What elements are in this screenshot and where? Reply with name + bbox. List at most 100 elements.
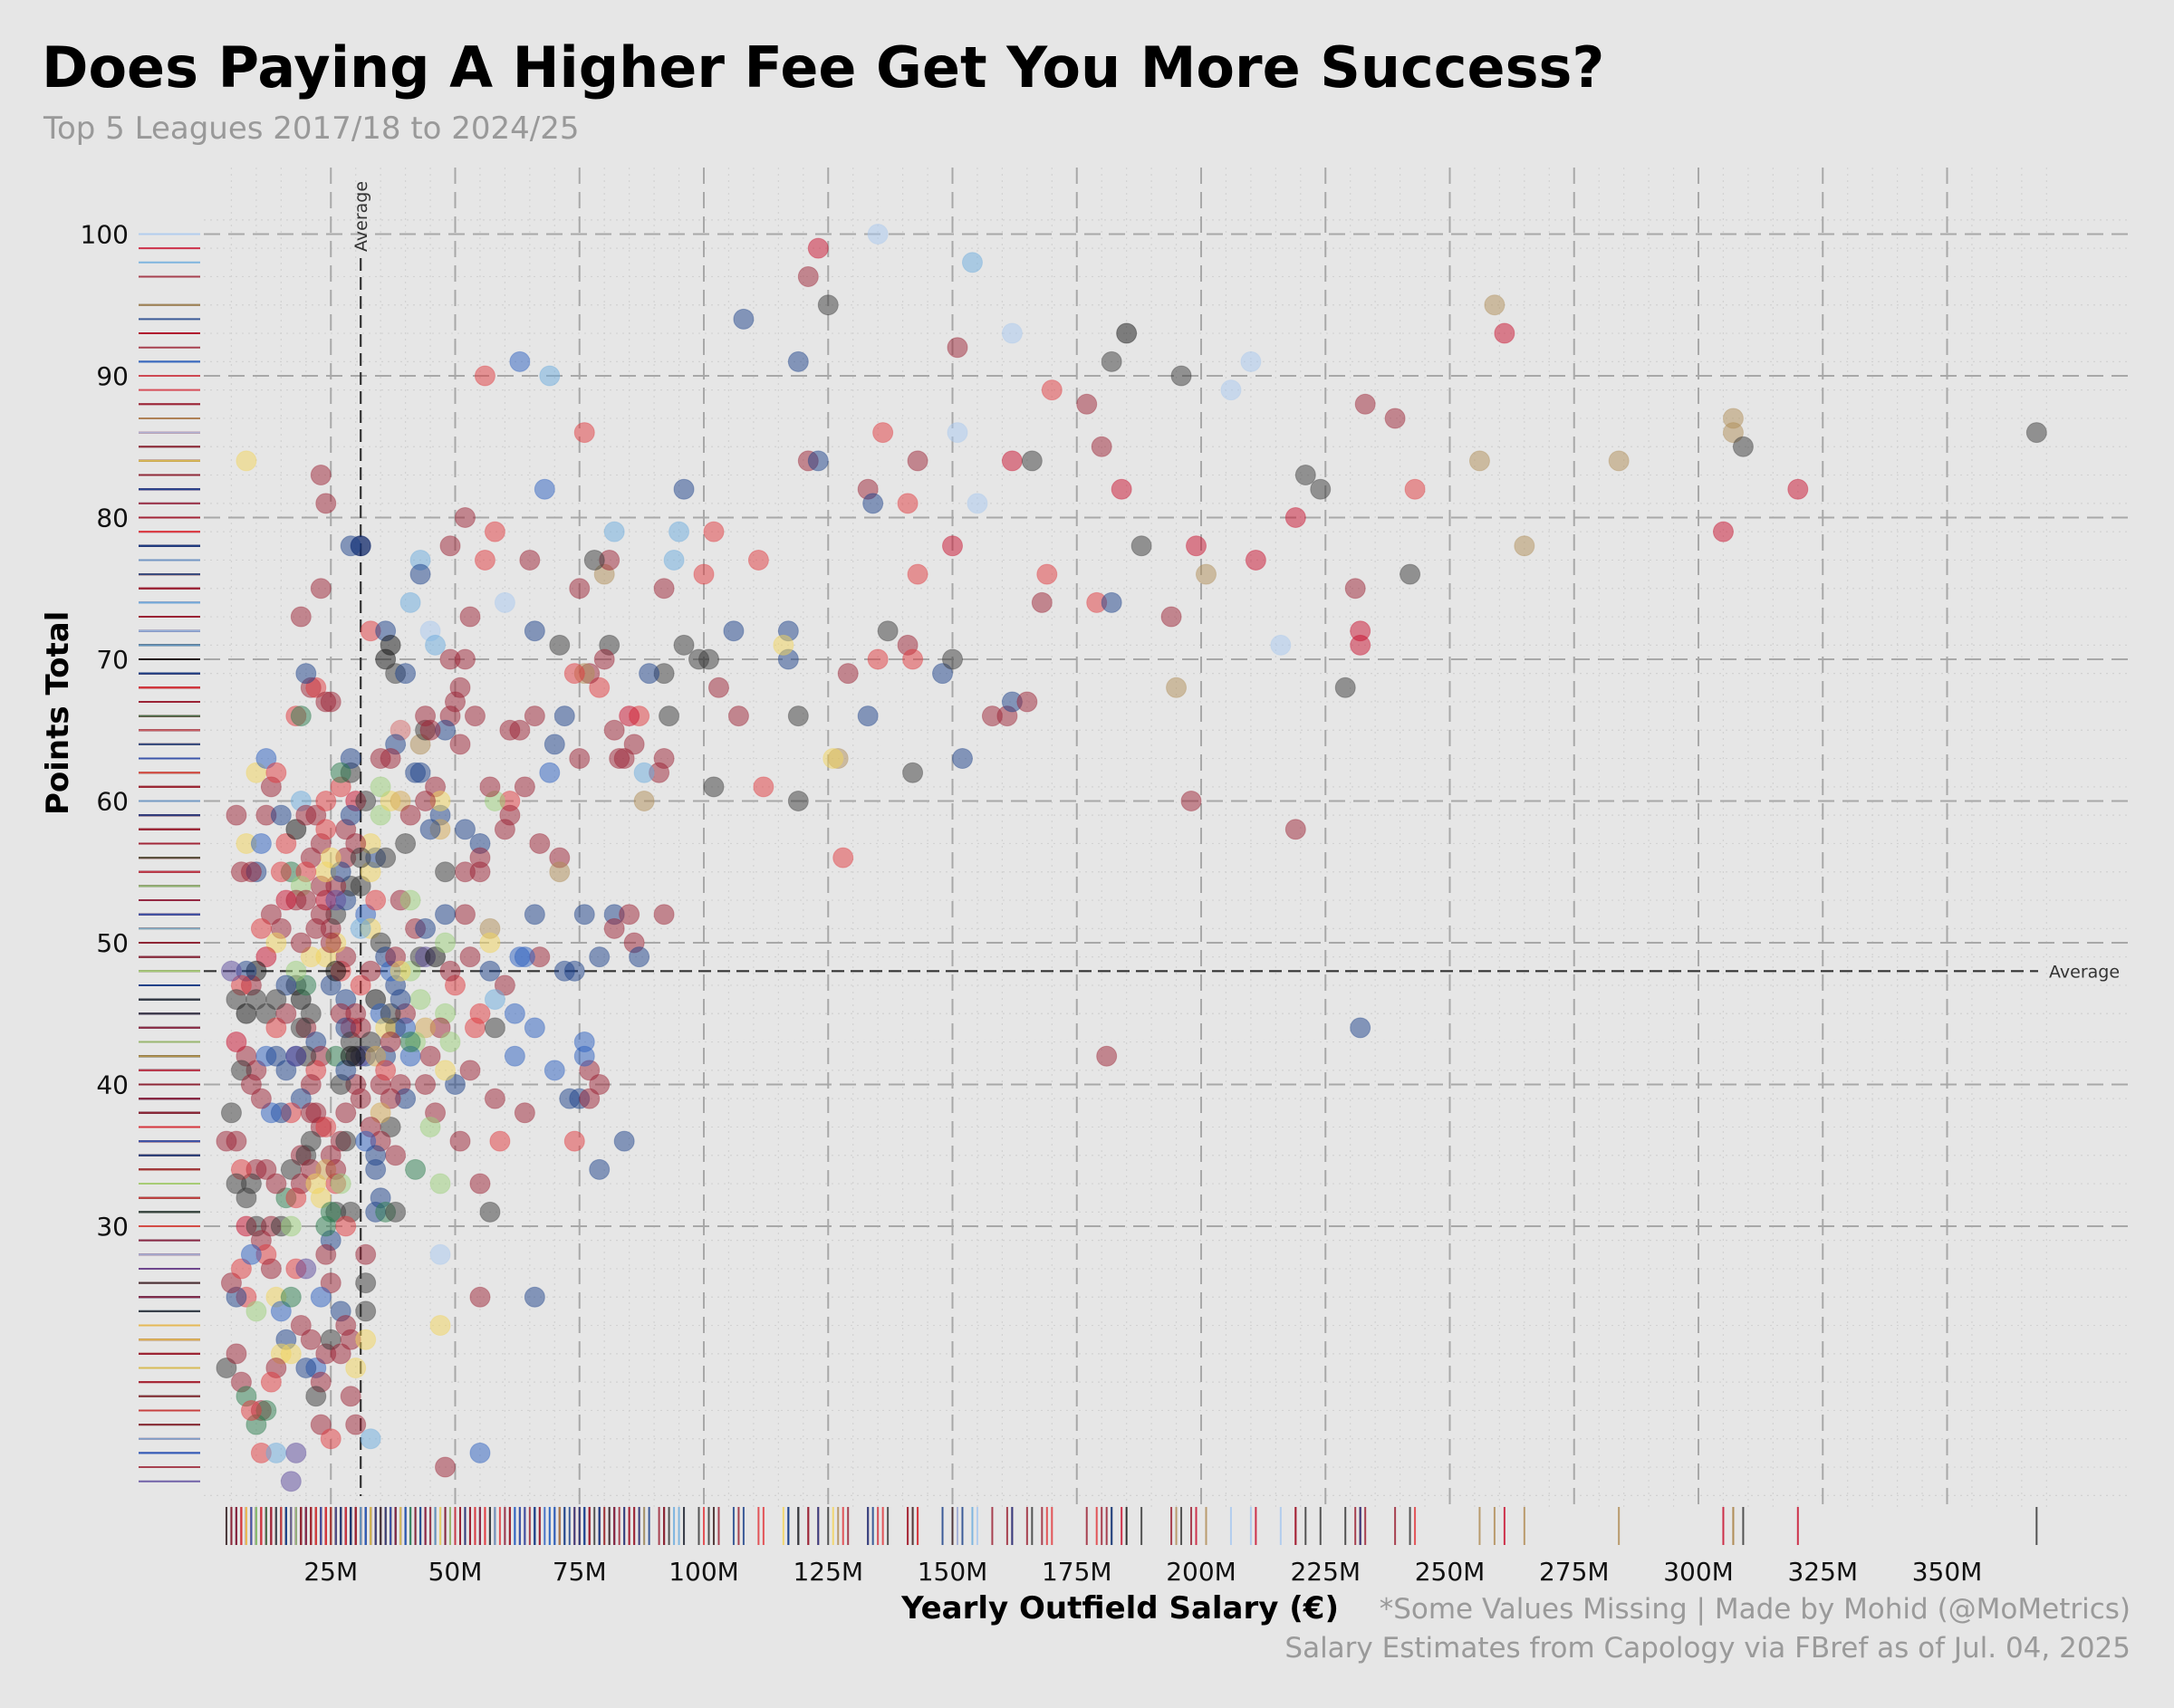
scatter-point bbox=[425, 634, 447, 656]
scatter-point bbox=[603, 521, 625, 542]
scatter-point bbox=[240, 861, 262, 883]
scatter-point bbox=[747, 549, 769, 571]
scatter-point bbox=[653, 578, 675, 600]
scatter-point bbox=[469, 1286, 491, 1308]
scatter-point bbox=[673, 634, 695, 656]
scatter-point bbox=[563, 1130, 585, 1152]
scatter-point bbox=[1787, 478, 1809, 500]
x-tick-label: 350M bbox=[1912, 1557, 1983, 1587]
scatter-point bbox=[832, 847, 854, 868]
average-x-label: Average bbox=[351, 181, 371, 252]
scatter-point bbox=[399, 804, 421, 826]
scatter-point bbox=[857, 705, 879, 727]
scatter-point bbox=[1111, 478, 1132, 500]
chart-subtitle: Top 5 Leagues 2017/18 to 2024/25 bbox=[43, 110, 580, 147]
chart-title: Does Paying A Higher Fee Get You More Su… bbox=[42, 34, 1604, 101]
scatter-point bbox=[310, 465, 332, 486]
scatter-point bbox=[509, 946, 531, 968]
x-tick-label: 275M bbox=[1539, 1557, 1610, 1587]
x-tick-label: 75M bbox=[553, 1557, 607, 1587]
scatter-point bbox=[320, 1428, 341, 1450]
scatter-point bbox=[240, 1074, 262, 1095]
scatter-point bbox=[355, 1130, 377, 1152]
scatter-point bbox=[220, 960, 242, 982]
scatter-point bbox=[260, 1102, 282, 1124]
scatter-point bbox=[270, 1300, 292, 1322]
scatter-point bbox=[226, 1343, 247, 1365]
scatter-point bbox=[1031, 591, 1053, 613]
scatter-point bbox=[807, 450, 829, 472]
scatter-point bbox=[1036, 563, 1058, 585]
scatter-point bbox=[265, 989, 287, 1011]
scatter-point bbox=[435, 1060, 457, 1081]
scatter-point bbox=[459, 1060, 481, 1081]
scatter-point bbox=[474, 549, 495, 571]
scatter-point bbox=[1186, 535, 1207, 557]
scatter-point bbox=[435, 1456, 457, 1478]
scatter-point bbox=[365, 1145, 387, 1166]
scatter-point bbox=[947, 422, 968, 444]
scatter-point bbox=[290, 1017, 312, 1039]
scatter-point bbox=[409, 762, 431, 783]
scatter-point bbox=[539, 762, 561, 783]
scatter-point bbox=[439, 960, 461, 982]
scatter-point bbox=[315, 493, 337, 514]
scatter-point bbox=[573, 422, 595, 444]
scatter-point bbox=[305, 676, 327, 698]
scatter-point bbox=[419, 819, 441, 840]
scatter-point bbox=[439, 1032, 461, 1053]
scatter-point bbox=[524, 1286, 545, 1308]
scatter-point bbox=[390, 791, 411, 811]
scatter-point bbox=[669, 521, 690, 542]
scatter-point bbox=[1732, 436, 1754, 457]
scatter-point bbox=[459, 946, 481, 968]
scatter-point bbox=[459, 606, 481, 628]
scatter-point bbox=[265, 1173, 287, 1195]
x-tick-label: 325M bbox=[1787, 1557, 1858, 1587]
scatter-point bbox=[1484, 294, 1505, 316]
scatter-point bbox=[707, 676, 729, 698]
scatter-point bbox=[399, 1032, 421, 1053]
scatter-point bbox=[1240, 350, 1262, 372]
scatter-point bbox=[524, 705, 545, 727]
scatter-point bbox=[345, 1414, 367, 1435]
scatter-point bbox=[569, 578, 591, 600]
scatter-point bbox=[907, 450, 928, 472]
scatter-point bbox=[1245, 549, 1266, 571]
scatter-point bbox=[260, 904, 282, 926]
scatter-point bbox=[280, 1343, 302, 1365]
scatter-point bbox=[544, 1060, 565, 1081]
scatter-point bbox=[589, 1074, 611, 1095]
y-axis-title: Points Total bbox=[40, 611, 76, 815]
scatter-point bbox=[1284, 819, 1306, 840]
scatter-point bbox=[454, 904, 476, 926]
scatter-point bbox=[484, 1088, 505, 1109]
average-y-label: Average bbox=[2049, 962, 2120, 982]
scatter-point bbox=[340, 748, 361, 770]
scatter-point bbox=[300, 1329, 322, 1350]
scatter-point bbox=[449, 676, 471, 698]
scatter-point bbox=[539, 365, 561, 387]
scatter-point bbox=[1310, 478, 1332, 500]
scatter-point bbox=[330, 762, 351, 783]
y-tick-label: 100 bbox=[81, 220, 129, 250]
scatter-point bbox=[653, 904, 675, 926]
x-axis-ticks: 25M 50M 75M 100M 125M 150M 175M 200M 225M 250M 275… bbox=[303, 1557, 1982, 1587]
scatter-point bbox=[275, 974, 297, 996]
x-tick-label: 50M bbox=[428, 1557, 483, 1587]
scatter-point bbox=[365, 889, 387, 911]
scatter-point bbox=[534, 478, 555, 500]
scatter-point bbox=[375, 847, 397, 868]
scatter-point bbox=[524, 904, 545, 926]
scatter-point bbox=[345, 1358, 367, 1378]
grid-lines bbox=[204, 168, 2131, 1508]
scatter-point bbox=[449, 734, 471, 755]
scatter-point bbox=[370, 748, 391, 770]
scatter-point bbox=[380, 634, 401, 656]
scatter-point bbox=[603, 719, 625, 741]
scatter-point bbox=[489, 1130, 511, 1152]
scatter-point bbox=[435, 932, 457, 954]
scatter-point bbox=[633, 791, 655, 811]
scatter-point bbox=[1021, 450, 1043, 472]
